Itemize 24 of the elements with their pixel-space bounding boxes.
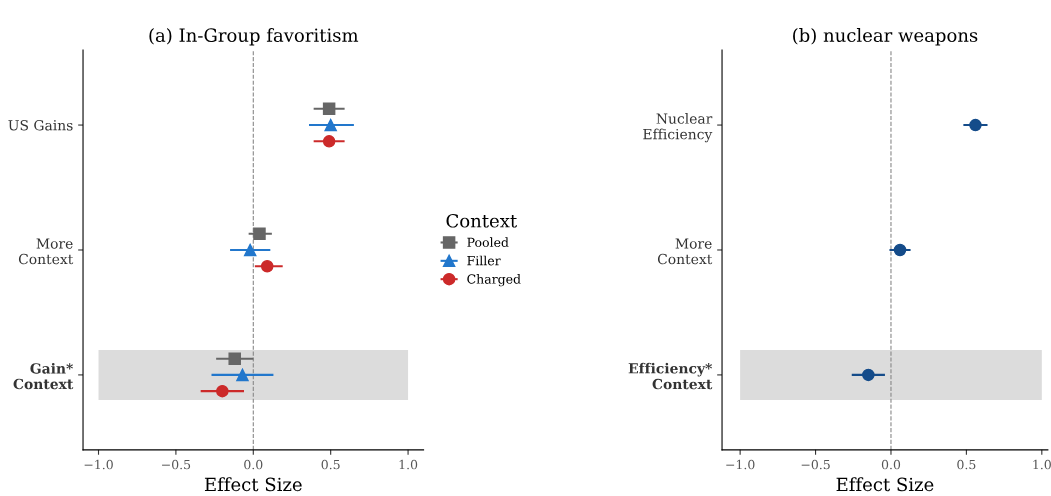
y-tick-label: Gain* Context xyxy=(13,362,74,390)
x-tick-label: 1.0 xyxy=(399,459,418,470)
x-tick-label: 0.5 xyxy=(321,459,340,470)
y-tick-label: More Context xyxy=(657,238,713,265)
chart-title: (b) nuclear weapons xyxy=(793,28,978,46)
x-tick-label: 0.5 xyxy=(957,459,976,470)
legend-label: Filler xyxy=(467,255,501,266)
x-axis-title: Effect Size xyxy=(836,477,934,492)
x-axis-title: Effect Size xyxy=(204,477,302,492)
y-tick-label: US Gains xyxy=(8,120,73,131)
legend-label: Charged xyxy=(467,274,521,287)
y-tick-label: More Context xyxy=(18,238,74,265)
x-tick-label: 0.0 xyxy=(244,459,263,470)
legend-title: Context xyxy=(446,213,518,228)
x-tick-label: −0.5 xyxy=(801,459,830,470)
x-tick-label: −1.0 xyxy=(84,459,113,470)
legend-label: Pooled xyxy=(467,237,509,248)
y-tick-label: Efficiency* Context xyxy=(628,362,713,390)
chart-title: (a) In-Group favoritism xyxy=(149,28,359,46)
y-tick-label: Nuclear Efficiency xyxy=(643,113,713,143)
x-tick-label: 0.0 xyxy=(881,459,901,470)
x-tick-label: −1.0 xyxy=(726,459,755,470)
x-tick-label: 1.0 xyxy=(1033,459,1051,470)
x-tick-label: −0.5 xyxy=(162,459,191,470)
